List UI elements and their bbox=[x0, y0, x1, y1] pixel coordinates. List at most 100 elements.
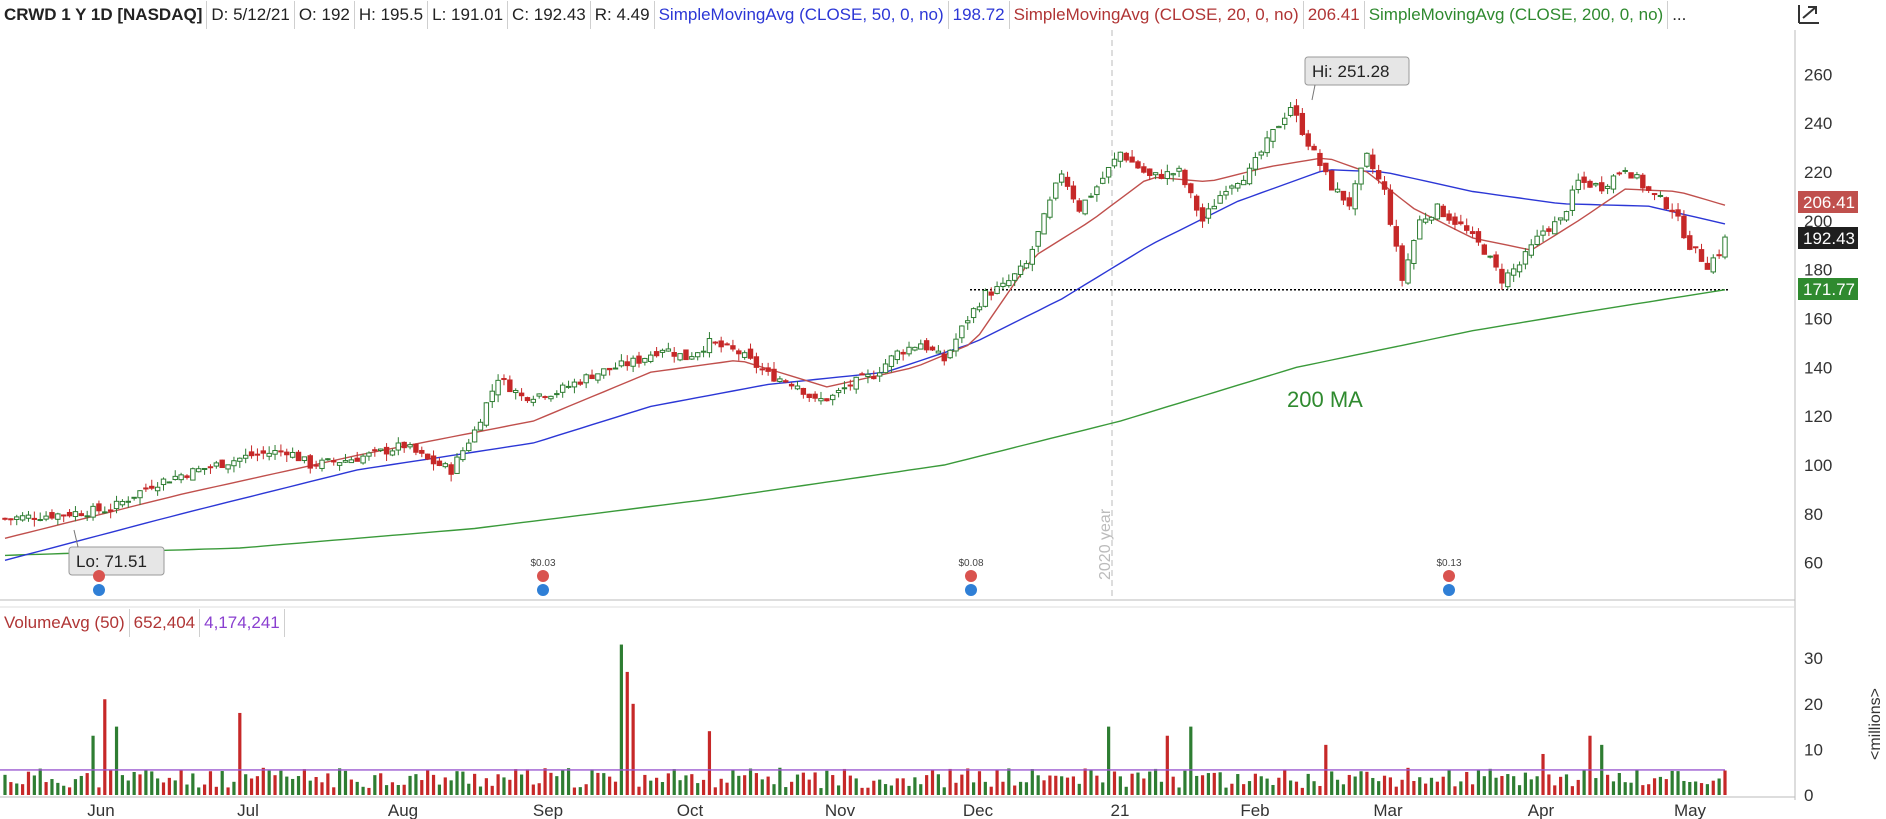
candle-body bbox=[694, 352, 701, 358]
volume-bar bbox=[678, 780, 682, 795]
candle-body bbox=[336, 462, 343, 466]
candle-body bbox=[1211, 205, 1217, 210]
volume-study-label[interactable]: VolumeAvg (50) bbox=[0, 609, 130, 637]
volume-bar bbox=[790, 781, 794, 795]
volume-bar bbox=[490, 785, 494, 795]
candle-body bbox=[460, 450, 466, 461]
candle-body bbox=[618, 360, 625, 367]
volume-bar bbox=[1230, 783, 1234, 795]
volume-bar bbox=[1048, 775, 1052, 795]
volume-bar bbox=[590, 769, 594, 795]
candle-body bbox=[1604, 185, 1611, 189]
candle-body bbox=[1710, 257, 1716, 273]
volume-bar bbox=[637, 786, 641, 795]
volume-bar bbox=[1277, 777, 1281, 795]
volume-bar bbox=[1306, 773, 1310, 795]
price-tick-label: 120 bbox=[1804, 407, 1832, 426]
candle-body bbox=[554, 393, 560, 396]
candle-body bbox=[577, 381, 583, 385]
candle-body bbox=[1188, 183, 1194, 194]
volume-bar bbox=[1060, 776, 1064, 795]
candle-body bbox=[289, 451, 296, 458]
candle-body bbox=[436, 460, 443, 467]
high-label: H: 195.5 bbox=[355, 1, 429, 29]
volume-bar bbox=[1371, 777, 1375, 795]
volume-bar bbox=[373, 775, 377, 795]
candle-body bbox=[935, 350, 942, 354]
candle-body bbox=[730, 345, 736, 350]
volume-bar bbox=[431, 774, 436, 795]
sma20-study-label[interactable]: SimpleMovingAvg (CLOSE, 20, 0, no) bbox=[1010, 1, 1304, 29]
candle-body bbox=[853, 376, 859, 390]
volume-bar bbox=[67, 787, 72, 795]
candle-body bbox=[1264, 137, 1270, 154]
candle-body bbox=[1434, 203, 1441, 220]
candle-body bbox=[1634, 174, 1640, 179]
volume-bar bbox=[1388, 777, 1392, 795]
candle-body bbox=[1452, 216, 1458, 225]
volume-bar bbox=[784, 787, 788, 795]
collapse-icon[interactable] bbox=[1796, 2, 1822, 26]
volume-bar bbox=[1224, 787, 1228, 795]
candle-body bbox=[636, 355, 642, 364]
volume-bar bbox=[883, 784, 888, 795]
volume-bar bbox=[279, 770, 283, 795]
candle-body bbox=[2, 517, 8, 520]
candle-body bbox=[865, 373, 871, 378]
volume-bar bbox=[602, 773, 606, 795]
candle-body bbox=[166, 481, 173, 484]
volume-bar bbox=[725, 782, 729, 795]
candle-body bbox=[988, 291, 994, 296]
volume-bar bbox=[1071, 776, 1075, 795]
candle-body bbox=[178, 474, 184, 481]
candle-body bbox=[736, 350, 742, 355]
more-button[interactable]: ... bbox=[1672, 5, 1687, 24]
volume-bar bbox=[437, 784, 442, 795]
volume-bar bbox=[1418, 777, 1422, 795]
candle-body bbox=[119, 500, 126, 506]
candle-body bbox=[1317, 152, 1323, 166]
symbol-label[interactable]: CRWD 1 Y 1D [NASDAQ] bbox=[0, 1, 208, 29]
volume-bar bbox=[261, 767, 265, 795]
dividend-icon bbox=[1443, 570, 1455, 582]
candle-body bbox=[777, 378, 783, 383]
sma50-study-label[interactable]: SimpleMovingAvg (CLOSE, 50, 0, no) bbox=[655, 1, 949, 29]
candle-body bbox=[1064, 176, 1071, 187]
dividend-icon bbox=[537, 570, 549, 582]
candle-body bbox=[1675, 209, 1681, 217]
volume-bar bbox=[1341, 784, 1346, 795]
volume-bar bbox=[1001, 781, 1005, 795]
candle-body bbox=[747, 348, 754, 359]
volume-bar bbox=[191, 773, 195, 795]
candle-body bbox=[1094, 186, 1100, 196]
candle-body bbox=[389, 450, 396, 456]
volume-bar bbox=[566, 768, 571, 795]
price-tick-label: 180 bbox=[1804, 261, 1832, 280]
volume-bar bbox=[1652, 778, 1657, 795]
volume-bar bbox=[1594, 778, 1598, 795]
volume-bar bbox=[625, 671, 629, 795]
candle-body bbox=[783, 380, 789, 383]
candle-body bbox=[1147, 168, 1153, 176]
sma200-study-label[interactable]: SimpleMovingAvg (CLOSE, 200, 0, no) bbox=[1365, 1, 1669, 29]
volume-bar bbox=[819, 788, 823, 795]
volume-bar bbox=[496, 774, 500, 795]
volume-bar bbox=[484, 778, 488, 795]
candle-body bbox=[1299, 112, 1306, 135]
candle-body bbox=[430, 455, 437, 465]
volume-bar bbox=[631, 703, 635, 795]
candle-body bbox=[495, 379, 501, 396]
candle-body bbox=[325, 458, 331, 461]
candle-body bbox=[1023, 263, 1030, 269]
candle-body bbox=[841, 387, 848, 390]
volume-bar bbox=[1429, 777, 1434, 795]
volume-bar bbox=[743, 775, 747, 795]
volume-bar bbox=[913, 777, 917, 795]
candle-body bbox=[753, 356, 760, 368]
volume-bar bbox=[179, 770, 183, 795]
volume-bar bbox=[1142, 778, 1146, 795]
chart-header-legend: CRWD 1 Y 1D [NASDAQ] D: 5/12/21 O: 192 H… bbox=[0, 0, 1690, 30]
candle-body bbox=[536, 393, 542, 397]
candle-body bbox=[894, 350, 900, 361]
